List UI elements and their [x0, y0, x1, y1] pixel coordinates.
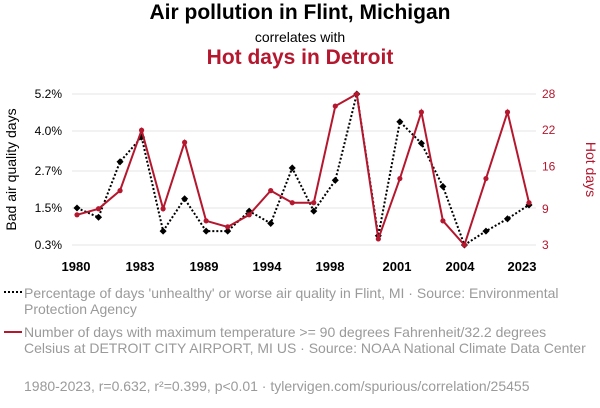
series-air-quality-point	[267, 219, 275, 227]
series-hot-days-point	[526, 200, 532, 206]
x-tick-label: 1998	[316, 259, 345, 274]
series-hot-days-point	[182, 139, 188, 145]
series-hot-days-point	[354, 91, 360, 97]
series-hot-days-point	[504, 109, 511, 115]
series-hot-days-point	[461, 242, 468, 248]
y-right-axis-title: Hot days	[583, 142, 599, 197]
legend-item-air-quality: Percentage of days 'unhealthy' or worse …	[4, 285, 594, 317]
chart-title: Air pollution in Flint, Michigan	[149, 1, 451, 24]
series-hot-days-point	[483, 175, 489, 182]
legend-text-air-quality: Percentage of days 'unhealthy' or worse …	[24, 285, 559, 317]
legend-swatch-dotted	[4, 291, 22, 293]
series-air-quality-point	[310, 207, 318, 215]
y-left-tick-label: 4.0%	[35, 124, 63, 138]
series-hot-days-point	[160, 206, 166, 212]
x-tick-label: 1980	[62, 259, 91, 274]
series-hot-days-point	[397, 175, 403, 182]
x-tick-label: 2023	[508, 259, 537, 274]
x-tick-label: 1994	[253, 259, 283, 274]
series-hot-days-line	[76, 92, 530, 247]
series-hot-days-point	[418, 109, 424, 115]
legend-text-hot-days: Number of days with maximum temperature …	[24, 324, 586, 356]
series-hot-days-point	[225, 224, 231, 230]
series-hot-days-point	[95, 206, 102, 212]
series-hot-days-point	[311, 200, 317, 206]
series-hot-days-point	[117, 188, 123, 194]
series-air-quality-point	[181, 195, 189, 203]
series-air-quality-point	[439, 182, 447, 190]
series-air-quality-point	[482, 227, 490, 235]
x-tick-label: 1989	[190, 259, 219, 274]
y-right-tick-label: 9	[542, 202, 549, 216]
series-air-quality-point	[396, 118, 404, 126]
footer-stats: 1980-2023, r=0.632, r²=0.399, p<0.01 · t…	[24, 378, 530, 394]
series-air-quality-point	[331, 176, 339, 184]
x-tick-label: 2001	[383, 259, 412, 274]
correlation-chart: 0.3% 1.5% 2.7% 4.0% 5.2% 3 9 16 22 28 Bad air qual…	[3, 87, 599, 274]
series-hot-days-point	[440, 218, 446, 224]
x-tick-label: 2004	[446, 259, 476, 274]
series-air-quality-point	[116, 158, 124, 166]
series-air-quality-line	[76, 93, 530, 247]
legend-item-hot-days: Number of days with maximum temperature …	[4, 324, 594, 356]
y-right-tick-label: 16	[542, 159, 556, 173]
legend-swatch-solid	[4, 331, 22, 333]
series-air-quality-point	[159, 227, 167, 235]
y-left-tick-label: 1.5%	[35, 201, 63, 215]
y-right-tick-label: 3	[542, 238, 549, 252]
series-air-quality-point	[503, 215, 512, 223]
series-hot-days-point	[74, 212, 80, 218]
series-hot-days-point	[375, 236, 381, 242]
series-hot-days-point	[268, 188, 274, 194]
y-left-tick-label: 0.3%	[35, 238, 63, 252]
series-air-quality-point	[94, 213, 103, 221]
series-hot-days-point	[203, 218, 209, 224]
y-left-tick-label: 2.7%	[35, 164, 63, 178]
series-hot-days-point	[289, 200, 295, 206]
y-right-tick-label: 28	[542, 87, 556, 101]
series-air-quality-point	[417, 139, 425, 147]
y-right-tick-label: 22	[542, 123, 556, 137]
x-tick-label: 1983	[126, 259, 155, 274]
series-air-quality-point	[288, 164, 296, 172]
y-left-axis-title: Bad air quality days	[3, 108, 19, 230]
series-hot-days-point	[138, 127, 145, 133]
chart-connector-text: correlates with	[254, 29, 346, 45]
series-air-quality-point	[73, 204, 81, 212]
chart-subtitle: Hot days in Detroit	[206, 46, 394, 69]
series-air-quality-point	[224, 227, 232, 235]
series-hot-days-point	[332, 103, 338, 109]
series-air-quality-point	[202, 227, 210, 235]
y-left-tick-label: 5.2%	[35, 87, 63, 101]
series-hot-days-point	[246, 212, 252, 218]
